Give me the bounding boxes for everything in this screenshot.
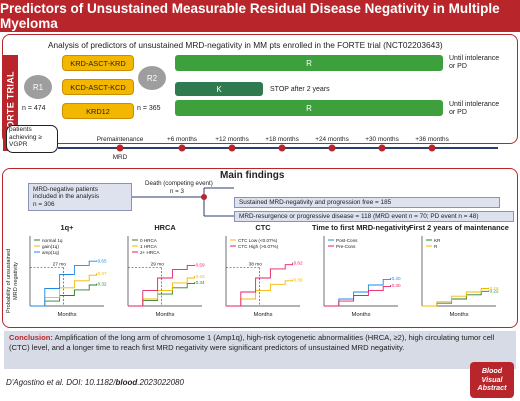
premaintenance-label: Premaintenance [96,136,144,143]
legend-entry: CTC Low (<0.07%) [238,238,278,243]
mrd-dot-premaint [116,144,124,151]
chart-x-label: Months [351,312,370,318]
maintenance-r-bar-top: R [175,55,443,71]
end-value-label: 0.22 [490,289,499,294]
end-value-label: 0.59 [196,263,205,268]
trial-subtitle: Analysis of predictors of unsustained MR… [48,40,443,50]
km-curve [324,285,392,307]
timeline-mrd-dot [428,144,436,151]
end-value-label: 0.32 [98,282,107,287]
legend-entry: amp(1q) [42,250,60,255]
citation-prefix: D'Agostino et al. DOI: 10.1182/ [6,378,116,387]
legend-entry: 0 HRCA [140,238,158,243]
maintenance-r-bar-bottom: R [175,100,443,116]
page-title: Predictors of Unsustained Measurable Res… [0,0,520,32]
timeline-tick-label: +12 months [215,136,249,143]
until-pd-note-top: Until intolerance or PD [449,55,500,70]
chart-x-label: Months [449,312,468,318]
end-value-label: 0.38 [294,277,303,282]
km-curve [128,275,196,307]
until-pd-note-bottom: Until intolerance or PD [449,101,500,116]
blood-visual-abstract-badge: Blood Visual Abstract [470,362,514,398]
timeline-mrd-dot [278,144,286,151]
arm-kcd-asct-kcd: KCD-ASCT-KCD [62,79,134,95]
legend-entry: gain(1q) [42,244,59,249]
km-curve [324,278,392,307]
legend-entry: KR [434,238,441,243]
timeline-tick-label: +6 months [166,136,198,143]
end-value-label: 0.65 [98,259,107,264]
timeline-line [58,147,498,149]
end-value-label: 0.30 [392,283,401,288]
timeline-tick-label: +24 months [315,136,349,143]
timeline-mrd-dot [178,144,186,151]
legend-entry: normal 1q [42,238,63,243]
r1-count: n = 474 [22,105,46,112]
end-value-label: 0.62 [294,261,303,266]
timeline-tick-label: +18 months [265,136,299,143]
chart-x-label: Months [253,312,272,318]
median-annotation: 29 mo [151,262,165,268]
legend-entry: Pre-Cons [336,244,356,249]
flow-connectors [132,187,234,217]
end-value-label: 0.40 [392,276,401,281]
end-value-label: 0.47 [98,271,107,276]
timeline-mrd-dot [328,144,336,151]
mrd-label: MRD [112,154,128,161]
r2-count: n = 365 [137,105,161,112]
mrdneg-box: MRD-negative patients included in the an… [28,183,132,211]
timeline-mrd-dot [378,144,386,151]
mrdneg-count: n = 306 [33,200,55,208]
patients-label: patients achieving ≥ VGPR [9,126,42,148]
maintenance-k-bar: K [175,82,263,96]
r2-oval: R2 [138,66,166,90]
chart-title: CTC [255,223,271,232]
stop-note: STOP after 2 years [270,86,330,93]
citation-suffix: .2023022080 [137,378,184,387]
findings-heading: Main findings [220,170,285,181]
arm-krd12: KRD12 [62,103,134,119]
conclusion-label: Conclusion: [9,333,53,342]
end-value-label: 0.43 [196,274,205,279]
chart-title: HRCA [154,223,176,232]
end-value-label: 0.26 [490,286,499,291]
citation: D'Agostino et al. DOI: 10.1182/blood.202… [6,378,184,387]
timeline-tick-label: +30 months [365,136,399,143]
death-count: n = 3 [170,188,184,195]
arm-krd-asct-krd: KRD-ASCT-KRD [62,55,134,71]
chart-x-label: Months [155,312,174,318]
timeline-mrd-dot [228,144,236,151]
chart-title: First 2 years of maintenance [409,223,509,232]
legend-entry: 2+ HRCA [140,250,160,255]
median-annotation: 27 mo [53,262,67,268]
legend-entry: Post-Cons [336,238,358,243]
legend-entry: 1 HRCA [140,244,158,249]
patients-box [6,125,58,153]
chart-title: Time to first MRD-negativity [312,223,411,232]
km-curve [422,287,490,307]
sustained-box: Sustained MRD-negativity and progression… [234,197,500,208]
mrdneg-label: MRD-negative patients included in the an… [33,185,100,201]
km-curve [30,260,98,307]
timeline-tick-label: +36 months [415,136,449,143]
km-curve [422,290,490,307]
conclusion-text: Amplification of the long arm of chromos… [9,333,495,352]
chart-title: 1q+ [61,223,75,232]
badge-line-2: Visual [481,374,503,384]
legend-entry: CTC High (>0.07%) [238,244,279,249]
badge-line-3: Abstract [477,383,507,393]
resurgence-box: MRD-resurgence or progressive disease = … [234,211,514,222]
citation-journal: blood [115,378,138,387]
legend-entry: R [434,244,438,249]
conclusion-box: Conclusion: Amplification of the long ar… [4,331,516,369]
r1-oval: R1 [24,75,52,99]
km-curve [128,264,196,307]
death-label: Death (competing event) [145,180,213,187]
km-curve [226,262,294,307]
badge-line-1: Blood [481,366,503,376]
end-value-label: 0.34 [196,280,205,285]
chart-x-label: Months [57,312,76,318]
median-annotation: 38 mo [249,262,263,268]
